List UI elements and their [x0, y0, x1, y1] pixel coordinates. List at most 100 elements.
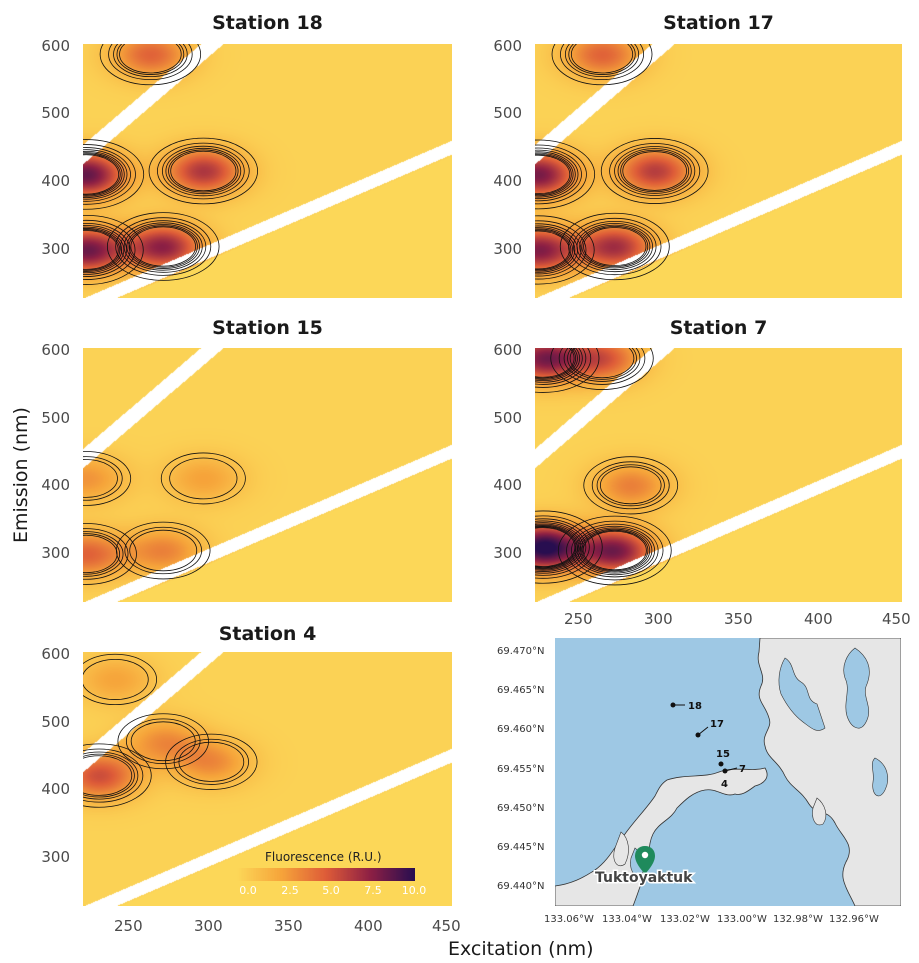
contour-line	[83, 751, 139, 800]
contour-line	[577, 527, 653, 574]
location-pin-icon	[635, 846, 655, 874]
contour-line	[581, 226, 649, 268]
contour-line	[83, 534, 118, 574]
contour-line	[591, 461, 670, 510]
legend-tick: 2.5	[281, 884, 299, 897]
contour-line	[83, 153, 121, 196]
contour-line	[583, 227, 647, 266]
contour-line	[535, 522, 584, 572]
y-tick-label: 300	[493, 544, 522, 562]
panel-station-4	[83, 652, 452, 906]
x-tick-label: 350	[274, 917, 303, 935]
contour-line	[83, 219, 136, 280]
location-pin-hole	[641, 851, 649, 859]
contour-line	[83, 225, 127, 275]
contours-station-17	[535, 44, 709, 285]
panel-title: Station 7	[669, 317, 768, 339]
contour-line	[557, 515, 672, 586]
station-markers: 18 17 15 7 4	[670, 701, 746, 790]
contour-line	[563, 348, 641, 382]
contour-line	[535, 348, 578, 380]
contour-line	[83, 531, 124, 577]
contour-line	[123, 222, 203, 271]
map-land	[871, 757, 888, 797]
contour-line	[83, 226, 125, 274]
contour-line	[551, 44, 653, 86]
contour-line	[579, 528, 651, 573]
contour-line	[115, 217, 212, 276]
contours-station-4	[83, 653, 258, 808]
contour-line	[83, 147, 131, 202]
legend-title: Fluorescence (R.U.)	[265, 850, 382, 864]
contour-line	[535, 348, 583, 383]
contour-line	[125, 718, 201, 764]
contour-line	[535, 526, 577, 568]
contour-line	[83, 229, 121, 271]
contour-line	[535, 518, 590, 576]
map-lon-tick: 132.98°W	[773, 914, 823, 925]
contour-line	[99, 44, 202, 86]
town-label: Tuktoyaktuk	[595, 870, 693, 886]
contour-line	[566, 520, 664, 581]
y-tick-label: 500	[41, 409, 70, 427]
contour-line	[535, 151, 576, 198]
panel-station-17	[535, 44, 902, 298]
station-label-18: 18	[688, 701, 702, 712]
contour-line	[535, 348, 600, 393]
map-lat-tick: 69.470°N	[497, 646, 545, 657]
legend-tick: 0.0	[239, 884, 257, 897]
contour-line	[113, 44, 188, 78]
y-tick-label: 400	[41, 172, 70, 190]
contour-line	[130, 721, 196, 762]
contour-line	[535, 223, 582, 277]
map-land	[613, 831, 629, 867]
y-tick-label: 500	[41, 104, 70, 122]
contour-line	[535, 525, 578, 569]
contour-line	[535, 225, 578, 275]
map-lat-tick: 69.450°N	[497, 803, 545, 814]
contour-line	[576, 223, 653, 270]
map-lon-tick: 133.04°W	[602, 914, 652, 925]
map-lon-tick: 133.06°W	[544, 914, 594, 925]
contour-line	[83, 658, 149, 700]
contour-line	[83, 533, 121, 575]
colorbar	[237, 868, 415, 881]
contour-line	[173, 738, 250, 785]
station-map: 18 17 15 7 4 Tuktoyaktuk	[555, 638, 901, 906]
map-lat-tick: 69.460°N	[497, 724, 545, 735]
x-tick-label: 450	[882, 610, 911, 628]
y-tick-label: 500	[493, 104, 522, 122]
y-tick-label: 400	[41, 476, 70, 494]
contour-line	[165, 733, 258, 790]
contour-line	[83, 230, 119, 270]
contour-line	[535, 520, 587, 574]
contour-line	[535, 527, 576, 567]
contour-line	[583, 456, 679, 515]
contour-line	[170, 150, 237, 192]
x-tick-label: 250	[564, 610, 593, 628]
contour-line	[115, 521, 211, 580]
contour-line	[573, 220, 657, 273]
contour-line	[83, 653, 158, 706]
y-tick-label: 300	[41, 544, 70, 562]
station-label-15: 15	[716, 749, 730, 760]
contour-line	[614, 146, 696, 196]
contour-line	[83, 144, 136, 205]
contour-line	[582, 530, 647, 571]
map-land	[778, 657, 826, 731]
contour-line	[558, 348, 646, 385]
contour-line	[83, 528, 129, 580]
contour-line	[148, 137, 259, 205]
contour-line	[535, 515, 595, 579]
contour-line	[535, 149, 579, 200]
contour-line	[622, 151, 687, 191]
contour-line	[83, 222, 131, 277]
map-lon-tick: 132.96°W	[829, 914, 879, 925]
y-tick-label: 600	[41, 37, 70, 55]
contour-line	[535, 220, 587, 280]
contour-line	[535, 523, 582, 571]
x-tick-label: 250	[114, 917, 143, 935]
contour-line	[83, 139, 145, 210]
legend-tick: 5.0	[322, 884, 340, 897]
contour-line	[83, 451, 132, 506]
